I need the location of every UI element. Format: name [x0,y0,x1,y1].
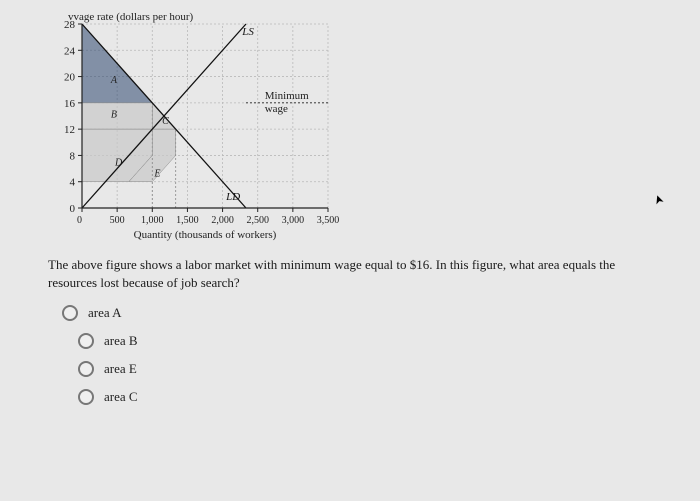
svg-text:Minimum: Minimum [265,90,309,102]
svg-text:3,000: 3,000 [282,215,305,226]
svg-text:8: 8 [70,150,76,162]
svg-text:B: B [111,109,117,120]
svg-text:4: 4 [70,177,76,189]
question-text: The above figure shows a labor market wi… [48,256,662,291]
svg-text:LS: LS [241,26,254,38]
radio-icon [62,305,78,321]
svg-text:0: 0 [70,203,76,215]
option-label: area C [104,389,138,405]
option-c[interactable]: area E [78,361,662,377]
svg-text:vvage rate (dollars per hour): vvage rate (dollars per hour) [68,11,194,23]
svg-text:12: 12 [64,124,75,136]
option-d[interactable]: area C [78,389,662,405]
option-a[interactable]: area A [62,305,662,321]
svg-text:2,500: 2,500 [246,215,269,226]
radio-icon [78,361,94,377]
svg-text:Quantity (thousands of workers: Quantity (thousands of workers) [134,229,277,241]
answer-options: area A area B area E area C [62,305,662,405]
svg-text:20: 20 [64,72,76,84]
svg-text:24: 24 [64,45,76,57]
svg-text:E: E [153,168,160,179]
svg-text:LD: LD [225,191,240,203]
option-label: area B [104,333,138,349]
svg-text:1,000: 1,000 [141,215,164,226]
svg-text:1,500: 1,500 [176,215,199,226]
option-label: area E [104,361,137,377]
svg-text:3,500: 3,500 [317,215,340,226]
svg-text:wage: wage [265,103,288,115]
labor-market-chart: ABCDEMinimumwageLSLD048121620242805001,0… [48,8,388,248]
radio-icon [78,333,94,349]
svg-text:0: 0 [77,215,82,226]
svg-text:500: 500 [110,215,125,226]
svg-text:2,000: 2,000 [211,215,234,226]
svg-text:16: 16 [64,98,76,110]
option-b[interactable]: area B [78,333,662,349]
svg-text:A: A [110,75,118,86]
radio-icon [78,389,94,405]
option-label: area A [88,305,122,321]
